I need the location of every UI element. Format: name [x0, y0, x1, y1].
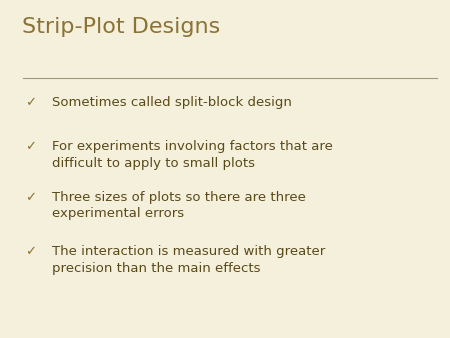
- Text: ✓: ✓: [25, 245, 36, 258]
- Text: Sometimes called split-block design: Sometimes called split-block design: [52, 96, 292, 109]
- Text: ✓: ✓: [25, 140, 36, 153]
- Text: For experiments involving factors that are
difficult to apply to small plots: For experiments involving factors that a…: [52, 140, 333, 170]
- Text: ✓: ✓: [25, 191, 36, 204]
- Text: Three sizes of plots so there are three
experimental errors: Three sizes of plots so there are three …: [52, 191, 306, 220]
- Text: Strip-Plot Designs: Strip-Plot Designs: [22, 17, 221, 37]
- Text: The interaction is measured with greater
precision than the main effects: The interaction is measured with greater…: [52, 245, 325, 274]
- Text: ✓: ✓: [25, 96, 36, 109]
